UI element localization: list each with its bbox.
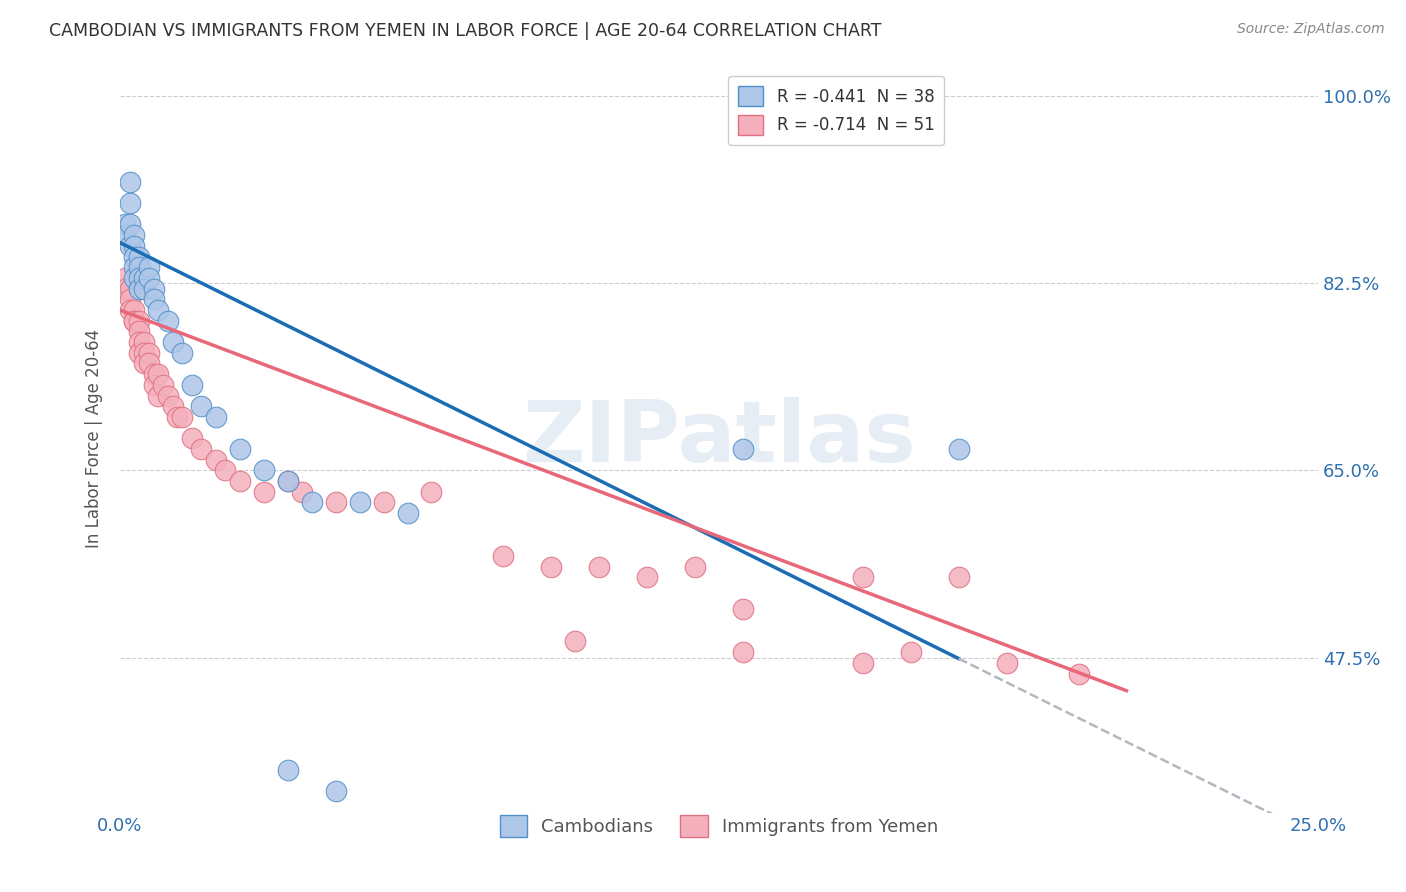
Point [118,175,141,189]
Point [148,367,170,381]
Point [325,784,347,798]
Point [731,442,754,456]
Point [118,239,141,253]
Point [114,271,136,285]
Point [124,314,146,328]
Point [128,314,150,328]
Point [114,228,136,243]
Point [325,495,347,509]
Point [396,506,419,520]
Point [291,484,314,499]
Point [229,442,252,456]
Point [564,634,586,648]
Point [204,452,226,467]
Point [142,282,165,296]
Point [118,303,141,318]
Text: CAMBODIAN VS IMMIGRANTS FROM YEMEN IN LABOR FORCE | AGE 20-64 CORRELATION CHART: CAMBODIAN VS IMMIGRANTS FROM YEMEN IN LA… [49,22,882,40]
Point [152,377,174,392]
Point [995,656,1018,670]
Point [301,495,323,509]
Point [124,271,146,285]
Point [114,282,136,296]
Point [852,656,875,670]
Point [172,345,194,359]
Point [253,484,276,499]
Point [124,228,146,243]
Point [124,303,146,318]
Point [162,334,184,349]
Point [156,388,179,402]
Text: Source: ZipAtlas.com: Source: ZipAtlas.com [1237,22,1385,37]
Point [138,271,160,285]
Point [142,367,165,381]
Point [1067,666,1090,681]
Point [118,282,141,296]
Point [128,260,150,275]
Point [124,250,146,264]
Point [132,282,155,296]
Legend: Cambodians, Immigrants from Yemen: Cambodians, Immigrants from Yemen [492,808,945,845]
Point [420,484,443,499]
Point [132,345,155,359]
Y-axis label: In Labor Force | Age 20-64: In Labor Force | Age 20-64 [86,329,103,548]
Point [588,559,610,574]
Point [156,314,179,328]
Point [277,474,299,488]
Point [142,377,165,392]
Point [132,356,155,370]
Point [948,442,970,456]
Point [142,293,165,307]
Point [190,442,212,456]
Point [124,239,146,253]
Point [277,474,299,488]
Point [900,645,922,659]
Point [373,495,395,509]
Point [114,218,136,232]
Text: ZIPatlas: ZIPatlas [522,397,915,480]
Point [162,399,184,413]
Point [128,282,150,296]
Point [253,463,276,477]
Point [683,559,706,574]
Point [138,260,160,275]
Point [540,559,562,574]
Point [636,570,658,584]
Point [180,431,202,445]
Point [124,260,146,275]
Point [118,218,141,232]
Point [128,345,150,359]
Point [148,303,170,318]
Point [132,334,155,349]
Point [492,549,515,563]
Point [172,409,194,424]
Point [148,388,170,402]
Point [138,356,160,370]
Point [128,250,150,264]
Point [852,570,875,584]
Point [166,409,188,424]
Point [277,763,299,777]
Point [118,293,141,307]
Point [128,271,150,285]
Point [128,334,150,349]
Point [190,399,212,413]
Point [180,377,202,392]
Point [349,495,371,509]
Point [124,314,146,328]
Point [118,196,141,211]
Point [132,271,155,285]
Point [128,325,150,339]
Point [138,345,160,359]
Point [214,463,236,477]
Point [204,409,226,424]
Point [731,645,754,659]
Point [731,602,754,616]
Point [229,474,252,488]
Point [948,570,970,584]
